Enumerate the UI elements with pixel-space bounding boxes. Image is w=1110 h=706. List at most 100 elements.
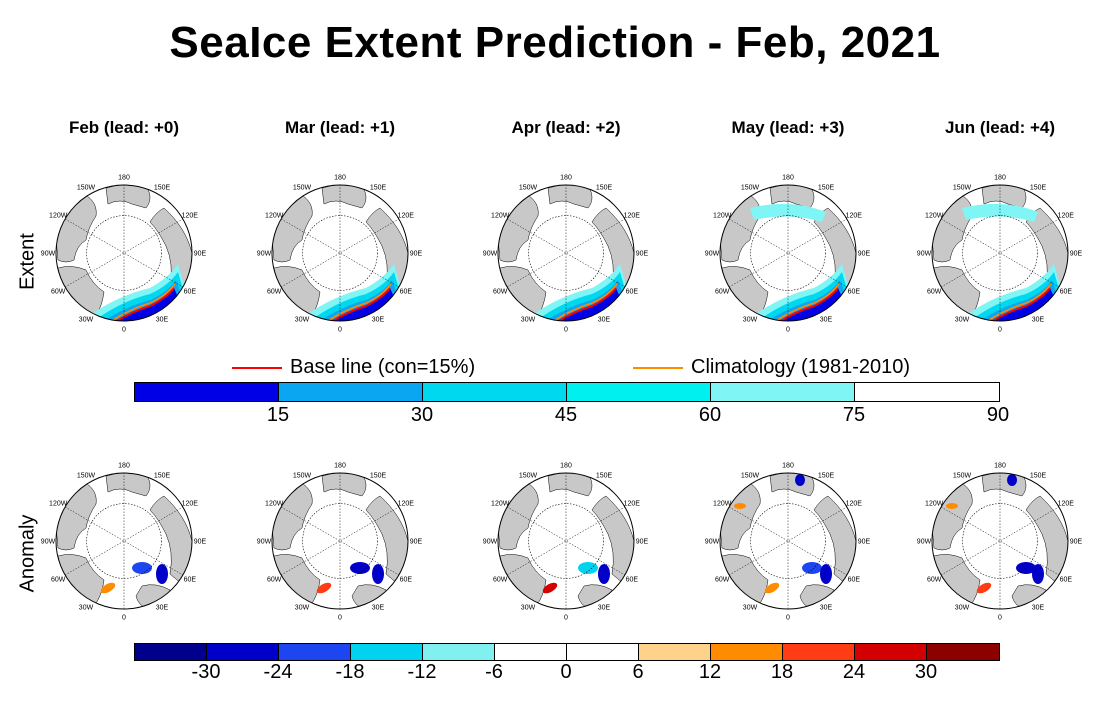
anomaly-colorbar-cell bbox=[279, 644, 351, 660]
extent-colorbar-cell bbox=[279, 383, 423, 401]
longitude-label: 30W bbox=[295, 316, 310, 323]
longitude-label: 120E bbox=[1058, 213, 1075, 220]
anomaly-map-3: 180 150E 120E 90E 60E 30E 0 30W 60W 90W 120W 150W bbox=[705, 456, 871, 626]
longitude-label: 120E bbox=[398, 213, 415, 220]
anomaly-colorbar bbox=[134, 643, 1000, 661]
longitude-label: 120E bbox=[182, 213, 199, 220]
longitude-label: 150E bbox=[1030, 473, 1047, 480]
longitude-label: 120E bbox=[624, 501, 641, 508]
longitude-label: 0 bbox=[564, 327, 568, 334]
longitude-label: 30W bbox=[955, 604, 970, 611]
extent-colorbar-cell bbox=[855, 383, 999, 401]
anomaly-colorbar-cell bbox=[639, 644, 711, 660]
extent-colorbar-cell bbox=[711, 383, 855, 401]
longitude-label: 30W bbox=[79, 604, 94, 611]
longitude-label: 30E bbox=[372, 604, 385, 611]
legend-climatology-swatch bbox=[633, 366, 683, 369]
longitude-label: 90W bbox=[41, 251, 56, 258]
longitude-label: 180 bbox=[994, 175, 1006, 182]
extent-colorbar-tick: 45 bbox=[554, 404, 578, 426]
extent-colorbar-tick: 75 bbox=[842, 404, 866, 426]
legend-baseline: Base line (con=15%) bbox=[232, 356, 475, 379]
longitude-label: 60E bbox=[626, 289, 639, 296]
longitude-label: 120E bbox=[624, 213, 641, 220]
longitude-label: 0 bbox=[338, 327, 342, 334]
longitude-label: 180 bbox=[994, 463, 1006, 470]
longitude-label: 180 bbox=[334, 175, 346, 182]
longitude-label: 60E bbox=[400, 289, 413, 296]
extent-colorbar-tick: 30 bbox=[410, 404, 434, 426]
longitude-label: 60W bbox=[51, 289, 66, 296]
longitude-label: 180 bbox=[560, 175, 572, 182]
longitude-label: 90W bbox=[257, 539, 272, 546]
longitude-label: 120E bbox=[846, 501, 863, 508]
anomaly-colorbar-tick: 12 bbox=[698, 661, 722, 683]
longitude-label: 90E bbox=[194, 251, 207, 258]
longitude-label: 60W bbox=[267, 289, 282, 296]
anomaly-colorbar-cell bbox=[351, 644, 423, 660]
longitude-label: 30E bbox=[598, 604, 611, 611]
anomaly-colorbar-tick: 24 bbox=[842, 661, 866, 683]
extent-map-2: 180 150E 120E 90E 60E 30E 0 30W 60W 90W 120W 150W bbox=[483, 168, 649, 338]
legend-climatology-label: Climatology (1981-2010) bbox=[691, 356, 911, 378]
longitude-label: 60W bbox=[927, 577, 942, 584]
longitude-label: 150W bbox=[77, 473, 96, 480]
longitude-label: 30W bbox=[79, 316, 94, 323]
column-title-2: Apr (lead: +2) bbox=[511, 118, 621, 137]
anomaly-map-0: 180 150E 120E 90E 60E 30E 0 30W 60W 90W 120W 150W bbox=[41, 456, 207, 626]
longitude-label: 150E bbox=[596, 185, 613, 192]
longitude-label: 60E bbox=[848, 289, 861, 296]
longitude-label: 150W bbox=[293, 185, 312, 192]
longitude-label: 0 bbox=[998, 327, 1002, 334]
longitude-label: 150E bbox=[1030, 185, 1047, 192]
longitude-label: 30E bbox=[598, 316, 611, 323]
longitude-label: 60E bbox=[626, 577, 639, 584]
longitude-label: 180 bbox=[560, 463, 572, 470]
anomaly-colorbar-cell bbox=[495, 644, 567, 660]
anomaly-colorbar-tick: 18 bbox=[770, 661, 794, 683]
column-title-3: May (lead: +3) bbox=[731, 118, 845, 137]
longitude-label: 30W bbox=[743, 604, 758, 611]
anomaly-colorbar-cell bbox=[855, 644, 927, 660]
column-title-1: Mar (lead: +1) bbox=[284, 118, 396, 137]
anomaly-colorbar-tick: -30 bbox=[191, 661, 221, 683]
longitude-label: 180 bbox=[118, 463, 130, 470]
longitude-label: 90W bbox=[483, 251, 498, 258]
longitude-label: 90E bbox=[1070, 251, 1083, 258]
longitude-label: 150W bbox=[519, 185, 538, 192]
longitude-label: 90W bbox=[705, 539, 720, 546]
longitude-label: 150E bbox=[154, 185, 171, 192]
extent-colorbar-tick: 60 bbox=[698, 404, 722, 426]
longitude-label: 0 bbox=[122, 615, 126, 622]
column-title-0: Feb (lead: +0) bbox=[68, 118, 180, 137]
longitude-label: 0 bbox=[998, 615, 1002, 622]
longitude-label: 60W bbox=[51, 577, 66, 584]
longitude-label: 150W bbox=[741, 185, 760, 192]
anomaly-colorbar-tick: -12 bbox=[407, 661, 437, 683]
extent-colorbar-cell bbox=[567, 383, 711, 401]
longitude-label: 120E bbox=[398, 501, 415, 508]
longitude-label: 60W bbox=[927, 289, 942, 296]
longitude-label: 120W bbox=[49, 213, 68, 220]
longitude-label: 0 bbox=[564, 615, 568, 622]
longitude-label: 120E bbox=[182, 501, 199, 508]
figure-title: SeaIce Extent Prediction - Feb, 2021 bbox=[169, 18, 941, 67]
longitude-label: 120W bbox=[491, 213, 510, 220]
longitude-label: 150E bbox=[818, 473, 835, 480]
longitude-label: 150W bbox=[519, 473, 538, 480]
longitude-label: 30E bbox=[820, 316, 833, 323]
legend-baseline-label: Base line (con=15%) bbox=[290, 356, 476, 378]
longitude-label: 30W bbox=[295, 604, 310, 611]
anomaly-map-4: 180 150E 120E 90E 60E 30E 0 30W 60W 90W 120W 150W bbox=[917, 456, 1083, 626]
longitude-label: 30E bbox=[156, 604, 169, 611]
longitude-label: 90W bbox=[41, 539, 56, 546]
longitude-label: 150E bbox=[154, 473, 171, 480]
anomaly-colorbar-tick: -6 bbox=[485, 661, 503, 683]
longitude-label: 120W bbox=[491, 501, 510, 508]
anomaly-colorbar-cell bbox=[783, 644, 855, 660]
extent-map-1: 180 150E 120E 90E 60E 30E 0 30W 60W 90W 120W 150W bbox=[257, 168, 423, 338]
longitude-label: 180 bbox=[782, 175, 794, 182]
legend-baseline-swatch bbox=[232, 366, 282, 369]
longitude-label: 150W bbox=[77, 185, 96, 192]
legend-climatology: Climatology (1981-2010) bbox=[633, 356, 910, 379]
